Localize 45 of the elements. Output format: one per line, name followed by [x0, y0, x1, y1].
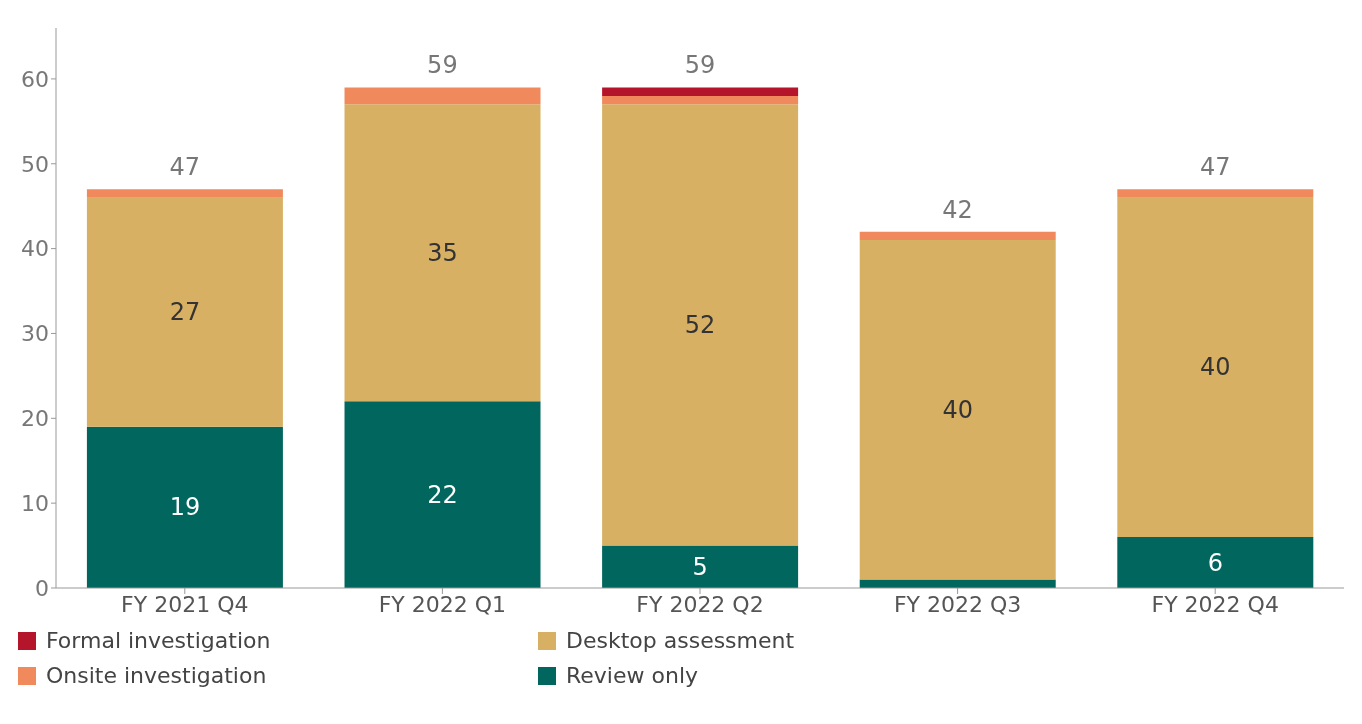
x-tick-label: FY 2021 Q4 [121, 591, 249, 617]
data-label: 35 [427, 238, 458, 267]
bar [602, 87, 799, 96]
total-label: 59 [426, 51, 459, 80]
legend-label: Desktop assessment [566, 628, 795, 653]
x-tick-label: FY 2022 Q2 [636, 591, 764, 617]
bar [859, 240, 1056, 580]
y-tick-label: 50 [21, 151, 49, 177]
data-label: 22 [427, 480, 458, 509]
data-label: 27 [169, 298, 201, 327]
legend-label: Review only [566, 663, 699, 688]
bar [86, 426, 283, 588]
x-tick-label: FY 2022 Q3 [893, 591, 1022, 617]
bar [86, 197, 283, 427]
bar [859, 231, 1056, 241]
bar [1117, 189, 1314, 198]
bar [1117, 537, 1314, 588]
total-label: 59 [683, 51, 717, 80]
bar [344, 401, 541, 588]
data-label: 5 [692, 552, 708, 581]
bar [344, 87, 541, 105]
y-tick-label: 0 [35, 575, 49, 601]
bar [602, 545, 799, 588]
total-label: 42 [941, 195, 974, 224]
bar [86, 189, 283, 198]
y-tick-label: 40 [21, 236, 49, 262]
y-tick-label: 30 [21, 321, 49, 347]
y-tick-label: 60 [21, 66, 49, 92]
x-tick-label: FY 2022 Q1 [378, 591, 507, 617]
total-label: 47 [168, 153, 202, 182]
bar [602, 104, 799, 546]
legend-label: Onsite investigation [46, 663, 267, 688]
data-label: 19 [169, 493, 201, 522]
data-label: 40 [942, 395, 973, 424]
bar [344, 104, 541, 402]
legend-label: Formal investigation [46, 628, 271, 653]
y-tick-label: 20 [21, 406, 49, 432]
bar [1117, 197, 1314, 538]
bar [602, 95, 799, 105]
data-label: 40 [1200, 353, 1231, 382]
y-tick-label: 10 [21, 490, 49, 516]
x-tick-label: FY 2022 Q4 [1151, 591, 1279, 617]
total-label: 47 [1198, 153, 1232, 182]
data-label: 52 [684, 310, 716, 339]
data-label: 6 [1207, 548, 1223, 577]
